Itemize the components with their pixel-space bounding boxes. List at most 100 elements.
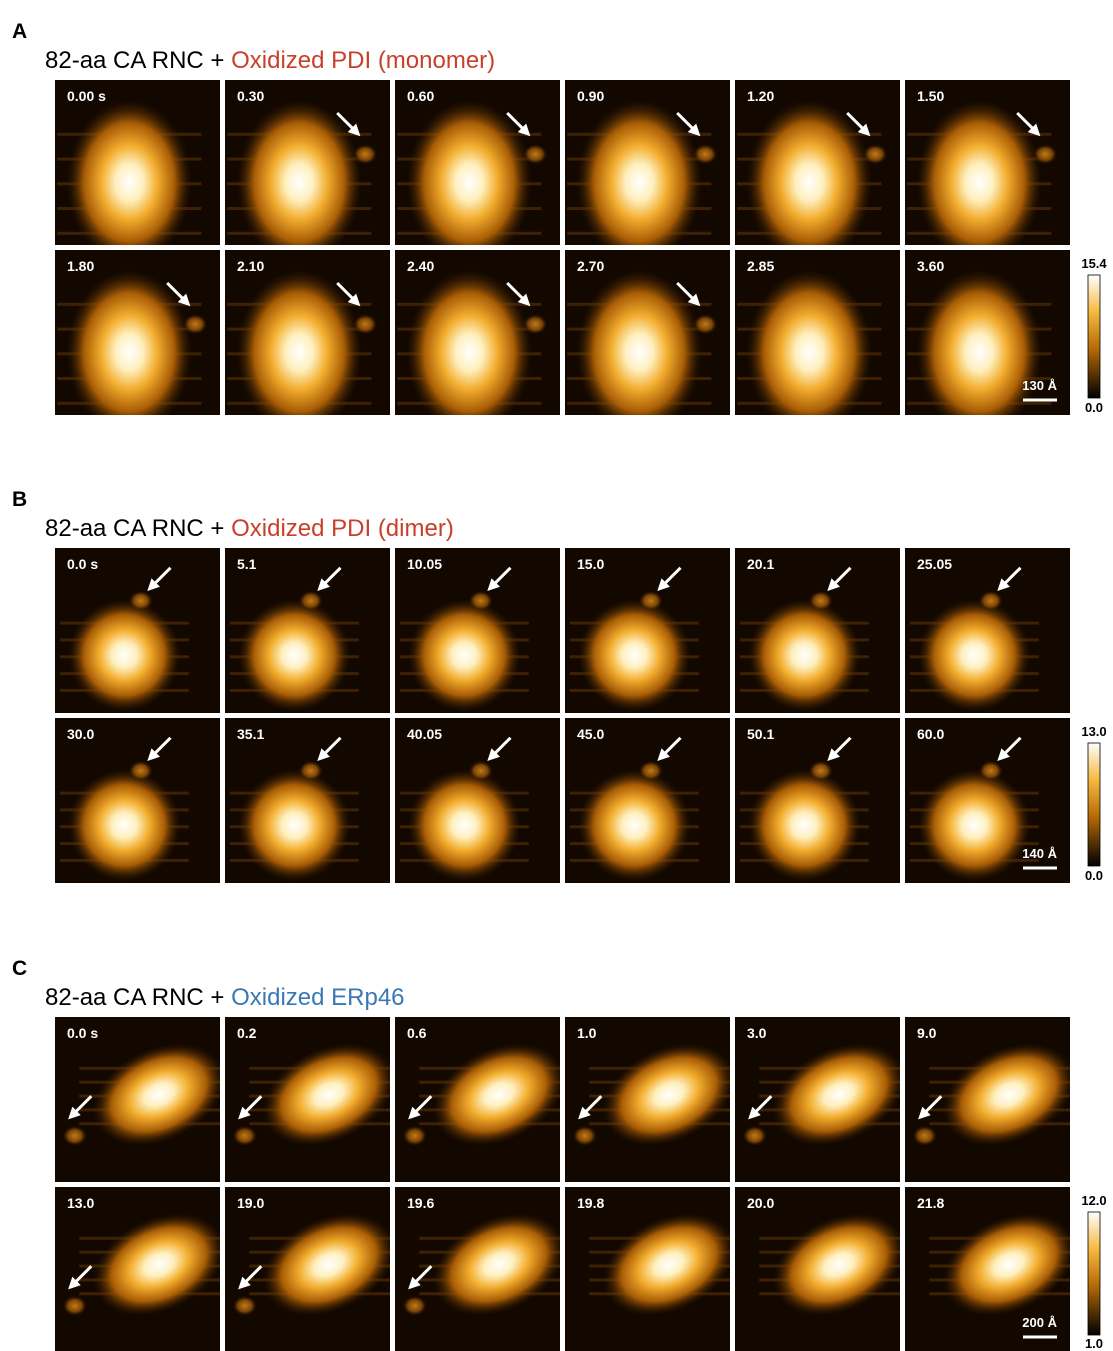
bound-protein: [979, 591, 1003, 611]
afm-frame: 25.05: [905, 548, 1070, 713]
afm-frame: 1.50: [905, 80, 1070, 265]
time-label: 2.85: [747, 258, 774, 274]
bound-protein: [863, 144, 887, 164]
molecule: [578, 599, 690, 711]
bound-protein: [403, 1126, 427, 1146]
colorbar: [1088, 743, 1100, 866]
bound-protein: [233, 1126, 257, 1146]
bound-protein: [523, 144, 547, 164]
colorbar-min: 1.0: [1085, 1336, 1103, 1351]
panel-letter: B: [12, 488, 27, 511]
scale-bar-label: 130 Å: [1022, 378, 1057, 393]
bound-protein: [403, 1296, 427, 1316]
time-label: 60.0: [917, 726, 944, 742]
time-label: 0.30: [237, 88, 264, 104]
afm-frame: 40.05: [395, 718, 560, 883]
time-label: 0.90: [577, 88, 604, 104]
panel: B 82-aa CA RNC + Oxidized PDI (dimer) 0.0 …: [12, 488, 1107, 883]
molecule: [407, 270, 532, 435]
time-label: 0.0 s: [67, 1025, 98, 1041]
afm-frame: 3.60130 Å: [905, 250, 1070, 435]
bound-protein: [523, 314, 547, 334]
time-label: 2.10: [237, 258, 264, 274]
bound-protein: [353, 314, 377, 334]
molecule: [748, 769, 860, 881]
afm-frame: 0.0 s: [55, 548, 220, 713]
time-label: 19.0: [237, 1195, 264, 1211]
bound-protein: [183, 314, 207, 334]
afm-frame: 1.0: [565, 1017, 751, 1182]
bound-protein: [299, 761, 323, 781]
colorbar-max: 15.4: [1081, 256, 1107, 271]
time-label: 2.70: [577, 258, 604, 274]
time-label: 1.20: [747, 88, 774, 104]
molecule: [67, 100, 192, 265]
panel: A82-aa CA RNC + Oxidized PDI (monomer)0.…: [12, 20, 1107, 435]
time-label: 10.05: [407, 556, 442, 572]
colorbar-max: 12.0: [1081, 1193, 1106, 1208]
title-prefix: 82-aa CA RNC +: [45, 984, 231, 1011]
time-label: 40.05: [407, 726, 442, 742]
afm-frame: 0.30: [225, 80, 390, 265]
molecule: [407, 100, 532, 265]
time-label: 0.60: [407, 88, 434, 104]
bound-protein: [233, 1296, 257, 1316]
time-label: 0.6: [407, 1025, 427, 1041]
afm-frame: 0.90: [565, 80, 730, 265]
time-label: 20.1: [747, 556, 774, 572]
molecule: [577, 100, 702, 265]
afm-frame: 30.0: [55, 718, 220, 883]
bound-protein: [809, 591, 833, 611]
panel-title: 82-aa CA RNC + Oxidized PDI (dimer): [45, 515, 454, 542]
time-label: 19.6: [407, 1195, 434, 1211]
figure: A82-aa CA RNC + Oxidized PDI (monomer)0.…: [0, 0, 1113, 1351]
molecule: [917, 270, 1042, 435]
afm-frame: 5.1: [225, 548, 390, 713]
afm-frame: 19.0: [225, 1187, 411, 1351]
afm-frame: 50.1: [735, 718, 900, 883]
time-label: 25.05: [917, 556, 952, 572]
page: A82-aa CA RNC + Oxidized PDI (monomer)0.…: [0, 0, 1113, 1351]
afm-frame: 0.2: [225, 1017, 411, 1182]
bound-protein: [743, 1126, 767, 1146]
time-label: 0.00 s: [67, 88, 106, 104]
time-label: 35.1: [237, 726, 264, 742]
molecule: [67, 270, 192, 435]
molecule: [918, 599, 1030, 711]
bound-protein: [469, 591, 493, 611]
molecule: [917, 100, 1042, 265]
colorbar-min: 0.0: [1085, 400, 1103, 415]
bound-protein: [809, 761, 833, 781]
time-label: 3.0: [747, 1025, 767, 1041]
title-highlight: Oxidized PDI (dimer): [231, 515, 454, 542]
panel-title: 82-aa CA RNC + Oxidized ERp46: [45, 984, 405, 1011]
molecule: [748, 599, 860, 711]
molecule: [237, 100, 362, 265]
afm-frame: 19.8: [565, 1187, 751, 1351]
panel-letter: A: [12, 20, 27, 43]
afm-frame: 0.6: [395, 1017, 581, 1182]
time-label: 30.0: [67, 726, 94, 742]
molecule: [408, 599, 520, 711]
afm-frame: 1.20: [735, 80, 900, 265]
molecule: [238, 599, 350, 711]
molecule: [577, 270, 702, 435]
molecule: [68, 599, 180, 711]
time-label: 0.0 s: [67, 556, 98, 572]
afm-frame: 2.10: [225, 250, 390, 435]
afm-frame: 15.0: [565, 548, 730, 713]
afm-frame: 9.0: [905, 1017, 1091, 1182]
bound-protein: [979, 761, 1003, 781]
bound-protein: [63, 1126, 87, 1146]
molecule: [747, 100, 872, 265]
time-label: 1.0: [577, 1025, 597, 1041]
afm-frame: 2.85: [735, 250, 900, 435]
afm-frame: 19.6: [395, 1187, 581, 1351]
afm-frame: 20.0: [735, 1187, 921, 1351]
time-label: 0.2: [237, 1025, 257, 1041]
time-label: 50.1: [747, 726, 774, 742]
afm-frame: 3.0: [735, 1017, 921, 1182]
afm-frame: 2.70: [565, 250, 730, 435]
molecule: [918, 769, 1030, 881]
